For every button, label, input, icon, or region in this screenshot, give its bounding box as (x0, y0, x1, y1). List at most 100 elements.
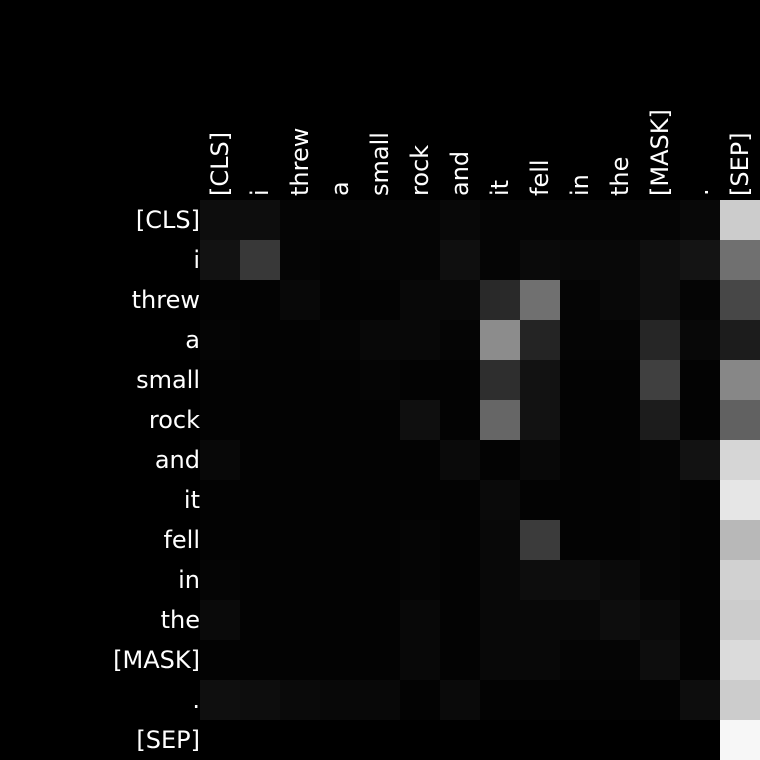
heatmap-cell (520, 320, 560, 360)
heatmap-cell (400, 440, 440, 480)
heatmap-cell (480, 520, 520, 560)
heatmap-cell (280, 400, 320, 440)
y-tick-label: i (193, 246, 200, 274)
heatmap-cell (200, 520, 240, 560)
heatmap-cell (520, 680, 560, 720)
heatmap-cell (560, 520, 600, 560)
heatmap-cell (440, 480, 480, 520)
heatmap-cell (480, 360, 520, 400)
heatmap-cell (200, 240, 240, 280)
heatmap-cell (520, 240, 560, 280)
heatmap-cell (200, 480, 240, 520)
heatmap-cell (680, 600, 720, 640)
heatmap-cell (720, 640, 760, 680)
heatmap-cell (400, 560, 440, 600)
heatmap-cell (640, 280, 680, 320)
heatmap-cell (280, 520, 320, 560)
heatmap-cell (480, 480, 520, 520)
heatmap-cell (360, 520, 400, 560)
heatmap-cell (280, 200, 320, 240)
heatmap-cell (600, 200, 640, 240)
heatmap-cell (480, 560, 520, 600)
heatmap-cells (200, 200, 760, 760)
heatmap-cell (480, 240, 520, 280)
heatmap-cell (480, 320, 520, 360)
heatmap-cell (560, 600, 600, 640)
heatmap-cell (400, 320, 440, 360)
heatmap-cell (360, 720, 400, 760)
heatmap-cell (200, 560, 240, 600)
heatmap-cell (520, 720, 560, 760)
heatmap-cell (600, 560, 640, 600)
heatmap-cell (320, 320, 360, 360)
x-tick-labels: [CLS] i threw a small rock and it fell in the [MASK… (206, 109, 754, 196)
heatmap-cell (440, 240, 480, 280)
heatmap-cell (600, 320, 640, 360)
heatmap-cell (720, 360, 760, 400)
heatmap-cell (640, 320, 680, 360)
heatmap-cell (640, 600, 680, 640)
heatmap-cell (600, 480, 640, 520)
x-tick-label: it (486, 180, 514, 196)
heatmap-cell (640, 720, 680, 760)
heatmap-cell (480, 680, 520, 720)
heatmap-cell (440, 640, 480, 680)
heatmap-cell (440, 680, 480, 720)
heatmap-cell (480, 280, 520, 320)
y-tick-label: . (192, 686, 200, 714)
heatmap-cell (320, 440, 360, 480)
heatmap-cell (280, 320, 320, 360)
heatmap-cell (360, 600, 400, 640)
heatmap-cell (400, 200, 440, 240)
heatmap-cell (320, 360, 360, 400)
heatmap-cell (360, 480, 400, 520)
heatmap-cell (280, 360, 320, 400)
heatmap-cell (280, 720, 320, 760)
heatmap-cell (560, 680, 600, 720)
heatmap-cell (240, 320, 280, 360)
heatmap-cell (560, 360, 600, 400)
heatmap-cell (520, 560, 560, 600)
heatmap-cell (480, 400, 520, 440)
heatmap-cell (280, 640, 320, 680)
heatmap-cell (240, 360, 280, 400)
heatmap-cell (400, 600, 440, 640)
heatmap-cell (560, 560, 600, 600)
heatmap-cell (440, 400, 480, 440)
heatmap-cell (480, 600, 520, 640)
heatmap-cell (320, 520, 360, 560)
heatmap-cell (200, 320, 240, 360)
heatmap-cell (400, 400, 440, 440)
x-tick-label: . (686, 188, 714, 196)
heatmap-cell (400, 720, 440, 760)
heatmap-cell (640, 400, 680, 440)
x-tick-label: in (566, 174, 594, 196)
heatmap-cell (680, 360, 720, 400)
heatmap-cell (720, 240, 760, 280)
heatmap-cell (240, 520, 280, 560)
heatmap-cell (560, 440, 600, 480)
heatmap-cell (200, 640, 240, 680)
x-tick-label: small (366, 132, 394, 196)
heatmap-cell (480, 640, 520, 680)
y-tick-label: [SEP] (136, 726, 200, 754)
heatmap-cell (480, 720, 520, 760)
heatmap-cell (240, 200, 280, 240)
heatmap-cell (280, 480, 320, 520)
heatmap-cell (560, 320, 600, 360)
heatmap-cell (720, 440, 760, 480)
heatmap-cell (360, 280, 400, 320)
x-tick-label: and (446, 151, 474, 196)
heatmap-cell (200, 600, 240, 640)
heatmap-cell (200, 720, 240, 760)
heatmap-cell (200, 680, 240, 720)
heatmap-cell (640, 560, 680, 600)
y-tick-label: threw (132, 286, 200, 314)
y-tick-label: it (184, 486, 200, 514)
heatmap-cell (280, 680, 320, 720)
heatmap-cell (240, 680, 280, 720)
heatmap-cell (720, 560, 760, 600)
heatmap-cell (680, 240, 720, 280)
heatmap-cell (240, 480, 280, 520)
